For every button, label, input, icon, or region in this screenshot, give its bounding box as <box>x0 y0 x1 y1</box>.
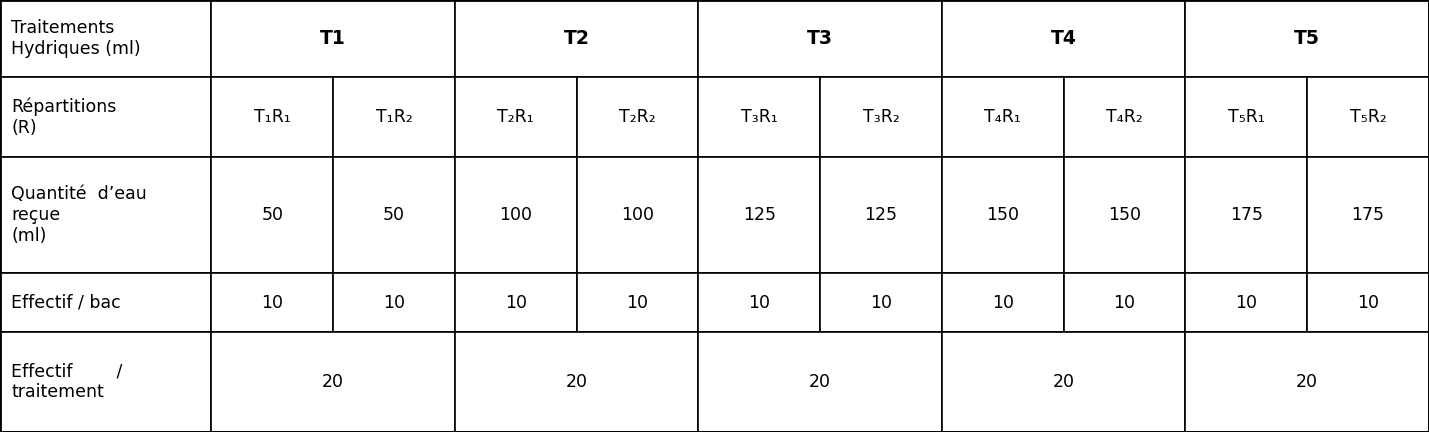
Bar <box>942 157 1063 273</box>
Bar <box>454 157 577 273</box>
Bar <box>1186 77 1308 157</box>
Bar <box>1186 157 1308 273</box>
Bar <box>699 332 942 432</box>
Text: Effectif / bac: Effectif / bac <box>11 294 121 311</box>
Bar <box>333 157 454 273</box>
Bar <box>0 0 211 77</box>
Bar <box>454 273 577 332</box>
Bar <box>454 332 699 432</box>
Bar <box>577 77 699 157</box>
Text: 20: 20 <box>809 373 832 391</box>
Text: 175: 175 <box>1230 206 1263 224</box>
Text: T₄R₁: T₄R₁ <box>985 108 1022 126</box>
Bar <box>454 77 577 157</box>
Text: 20: 20 <box>566 373 587 391</box>
Bar <box>211 273 333 332</box>
Text: T₄R₂: T₄R₂ <box>1106 108 1143 126</box>
Text: T₂R₁: T₂R₁ <box>497 108 534 126</box>
Bar <box>699 0 942 77</box>
Text: Traitements
Hydriques (ml): Traitements Hydriques (ml) <box>11 19 141 58</box>
Bar <box>211 0 454 77</box>
Text: T₃R₁: T₃R₁ <box>740 108 777 126</box>
Text: 150: 150 <box>986 206 1019 224</box>
Bar <box>211 157 333 273</box>
Bar <box>1186 273 1308 332</box>
Text: 10: 10 <box>383 294 404 311</box>
Text: 125: 125 <box>743 206 776 224</box>
Bar <box>1308 157 1429 273</box>
Text: 10: 10 <box>992 294 1013 311</box>
Text: 125: 125 <box>865 206 897 224</box>
Bar <box>942 77 1063 157</box>
Bar <box>820 157 942 273</box>
Bar <box>577 273 699 332</box>
Text: T1: T1 <box>320 29 346 48</box>
Bar <box>1186 0 1429 77</box>
Bar <box>1308 77 1429 157</box>
Bar <box>942 0 1186 77</box>
Text: Répartitions
(R): Répartitions (R) <box>11 97 117 137</box>
Bar <box>0 332 211 432</box>
Text: 10: 10 <box>749 294 770 311</box>
Text: T4: T4 <box>1050 29 1076 48</box>
Text: Effectif        /
traitement: Effectif / traitement <box>11 362 123 401</box>
Text: T2: T2 <box>564 29 590 48</box>
Bar <box>0 157 211 273</box>
Bar <box>1063 157 1186 273</box>
Text: 100: 100 <box>499 206 533 224</box>
Bar <box>820 273 942 332</box>
Text: 50: 50 <box>383 206 404 224</box>
Text: T₁R₂: T₁R₂ <box>376 108 413 126</box>
Text: 10: 10 <box>1236 294 1258 311</box>
Text: 50: 50 <box>262 206 283 224</box>
Bar <box>577 157 699 273</box>
Bar <box>820 77 942 157</box>
Bar <box>699 273 820 332</box>
Text: T₁R₁: T₁R₁ <box>254 108 292 126</box>
Text: Quantité  d’eau
reçue
(ml): Quantité d’eau reçue (ml) <box>11 185 147 245</box>
Text: T3: T3 <box>807 29 833 48</box>
Bar <box>942 273 1063 332</box>
Text: 175: 175 <box>1352 206 1385 224</box>
Text: T5: T5 <box>1295 29 1320 48</box>
Text: T₃R₂: T₃R₂ <box>863 108 899 126</box>
Text: 20: 20 <box>323 373 344 391</box>
Text: 10: 10 <box>504 294 527 311</box>
Text: 20: 20 <box>1053 373 1075 391</box>
Text: T₅R₂: T₅R₂ <box>1350 108 1386 126</box>
Text: 10: 10 <box>262 294 283 311</box>
Text: 10: 10 <box>870 294 892 311</box>
Bar <box>211 332 454 432</box>
Bar <box>0 273 211 332</box>
Bar <box>454 0 699 77</box>
Text: 10: 10 <box>1358 294 1379 311</box>
Bar <box>1063 273 1186 332</box>
Text: 10: 10 <box>627 294 649 311</box>
Bar <box>333 273 454 332</box>
Bar <box>1063 77 1186 157</box>
Text: 100: 100 <box>622 206 654 224</box>
Bar <box>0 77 211 157</box>
Text: 20: 20 <box>1296 373 1318 391</box>
Bar <box>1308 273 1429 332</box>
Text: T₂R₂: T₂R₂ <box>619 108 656 126</box>
Bar <box>699 77 820 157</box>
Bar <box>211 77 333 157</box>
Bar <box>942 332 1186 432</box>
Text: 150: 150 <box>1107 206 1142 224</box>
Bar <box>333 77 454 157</box>
Bar <box>699 157 820 273</box>
Text: T₅R₁: T₅R₁ <box>1228 108 1265 126</box>
Bar <box>1186 332 1429 432</box>
Text: 10: 10 <box>1113 294 1136 311</box>
